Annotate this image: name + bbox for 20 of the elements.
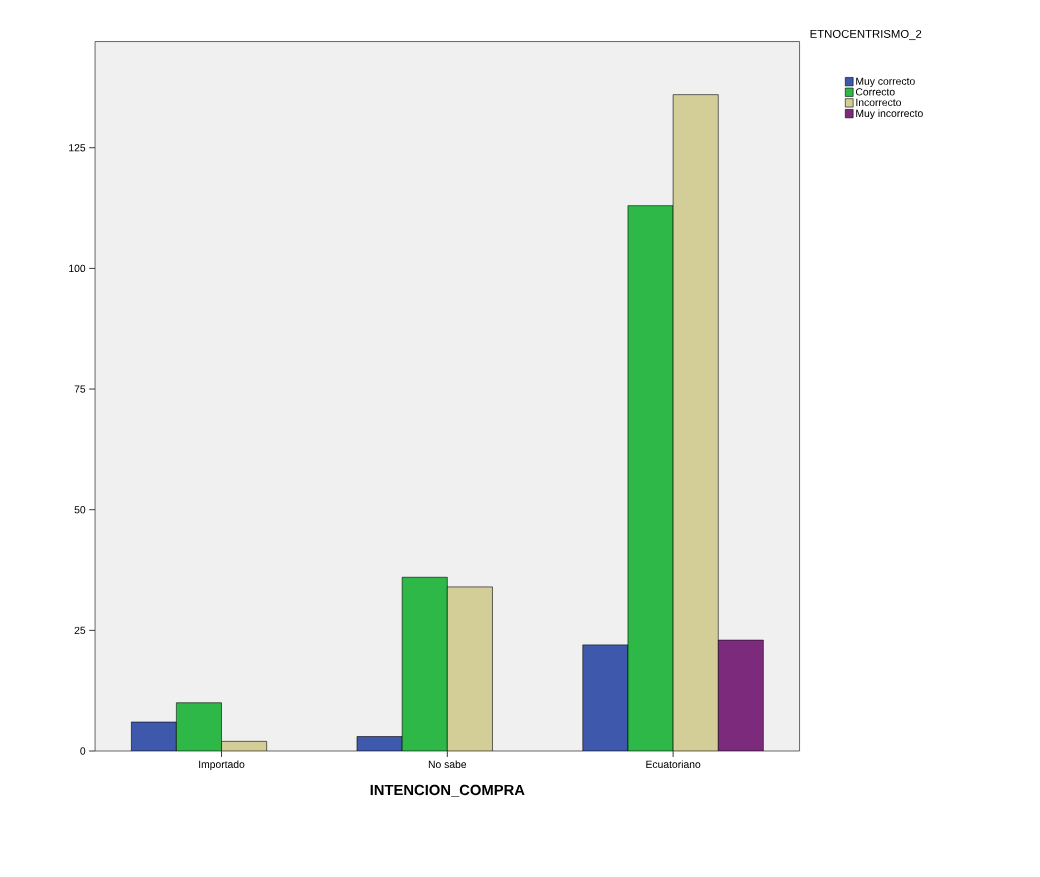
y-tick-label: 0 <box>80 747 86 755</box>
bar <box>672 94 719 752</box>
y-tick-label: 75 <box>74 385 86 393</box>
bar <box>176 702 222 752</box>
x-axis-title: INTENCION_COMPRA <box>370 784 525 798</box>
x-tick-label: No sabe <box>428 760 467 769</box>
legend-label: Correcto <box>855 88 895 96</box>
y-tick-label: 100 <box>69 264 86 273</box>
legend-title: ETNOCENTRISMO_2 <box>810 30 922 41</box>
bar <box>401 577 448 752</box>
bar <box>447 586 493 752</box>
bar <box>627 205 674 752</box>
legend-label: Muy incorrecto <box>856 109 923 120</box>
x-tick-label: Ecuatoriano <box>646 760 701 769</box>
y-tick-label: 50 <box>74 506 86 514</box>
y-tick-label: 25 <box>74 626 86 635</box>
y-tick-label: 125 <box>69 144 86 152</box>
legend-label: Incorrecto <box>856 99 901 107</box>
x-tick-label: Importado <box>199 760 245 771</box>
legend-label: Muy correcto <box>856 77 915 88</box>
